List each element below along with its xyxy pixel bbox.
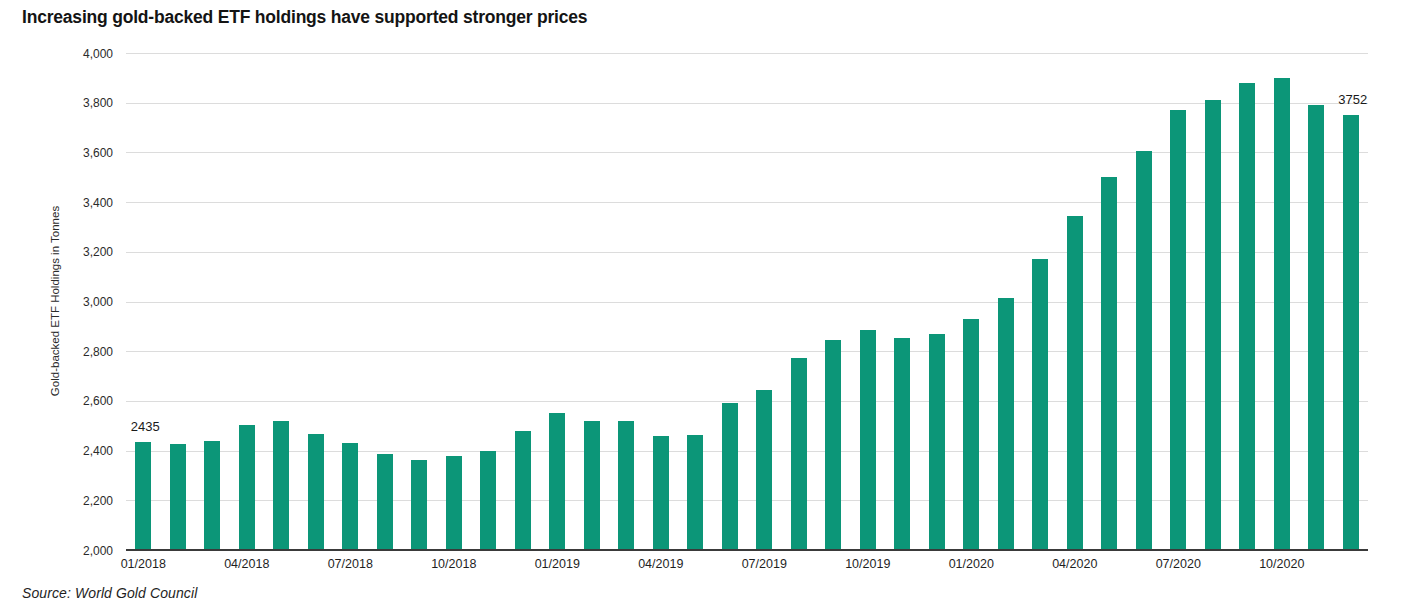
bar — [618, 421, 634, 550]
bar — [308, 434, 324, 550]
x-tick-label: 07/2020 — [1156, 557, 1201, 571]
bar — [756, 390, 772, 550]
x-tick-label: 01/2018 — [121, 557, 166, 571]
x-tick-label: 10/2019 — [845, 557, 890, 571]
y-tick-label: 3,400 — [53, 196, 113, 210]
y-tick-label: 2,000 — [53, 544, 113, 558]
bar — [1239, 83, 1255, 550]
bar — [722, 403, 738, 550]
bar — [1067, 216, 1083, 550]
bar — [860, 330, 876, 550]
bar — [1170, 110, 1186, 550]
bar — [1308, 105, 1324, 550]
bar — [1343, 115, 1359, 550]
x-axis-line — [126, 549, 1368, 551]
x-tick-label: 04/2018 — [224, 557, 269, 571]
bar — [549, 413, 565, 550]
bar — [963, 319, 979, 550]
gridline — [126, 103, 1368, 104]
bar — [894, 338, 910, 550]
bar — [239, 425, 255, 550]
y-tick-label: 2,400 — [53, 444, 113, 458]
bar — [480, 451, 496, 550]
bar — [342, 443, 358, 550]
y-tick-label: 2,200 — [53, 494, 113, 508]
bar — [791, 358, 807, 550]
chart-canvas: Increasing gold-backed ETF holdings have… — [0, 0, 1402, 616]
bar — [170, 444, 186, 550]
y-tick-label: 3,600 — [53, 146, 113, 160]
bar — [204, 441, 220, 550]
bar — [135, 442, 151, 550]
bar — [1136, 151, 1152, 550]
x-tick-label: 04/2019 — [638, 557, 683, 571]
bar-value-label: 2435 — [131, 419, 160, 434]
bar — [1274, 78, 1290, 550]
bar — [377, 454, 393, 550]
bar — [653, 436, 669, 550]
y-tick-label: 3,800 — [53, 96, 113, 110]
bar — [929, 334, 945, 550]
bar — [1205, 100, 1221, 550]
x-tick-label: 07/2018 — [328, 557, 373, 571]
y-tick-label: 3,200 — [53, 245, 113, 259]
bar — [998, 298, 1014, 550]
bar — [687, 435, 703, 550]
x-tick-label: 01/2019 — [535, 557, 580, 571]
y-tick-label: 3,000 — [53, 295, 113, 309]
y-tick-label: 4,000 — [53, 47, 113, 61]
bar — [1101, 177, 1117, 550]
bar — [1032, 259, 1048, 550]
bar — [825, 340, 841, 550]
x-tick-label: 04/2020 — [1052, 557, 1097, 571]
bar — [584, 421, 600, 550]
x-tick-label: 10/2018 — [431, 557, 476, 571]
bar — [411, 460, 427, 550]
y-tick-label: 2,800 — [53, 345, 113, 359]
bar — [515, 431, 531, 550]
gridline — [126, 53, 1368, 54]
source-note: Source: World Gold Council — [22, 585, 197, 601]
x-tick-label: 01/2020 — [949, 557, 994, 571]
plot-area: 2,000 2,200 2,400 2,600 2,800 3,000 3,200 3,400… — [0, 0, 1402, 616]
bar — [273, 421, 289, 550]
x-tick-label: 07/2019 — [742, 557, 787, 571]
y-tick-label: 2,600 — [53, 394, 113, 408]
bar-value-label: 3752 — [1338, 92, 1367, 107]
bar — [446, 456, 462, 550]
x-tick-label: 10/2020 — [1259, 557, 1304, 571]
